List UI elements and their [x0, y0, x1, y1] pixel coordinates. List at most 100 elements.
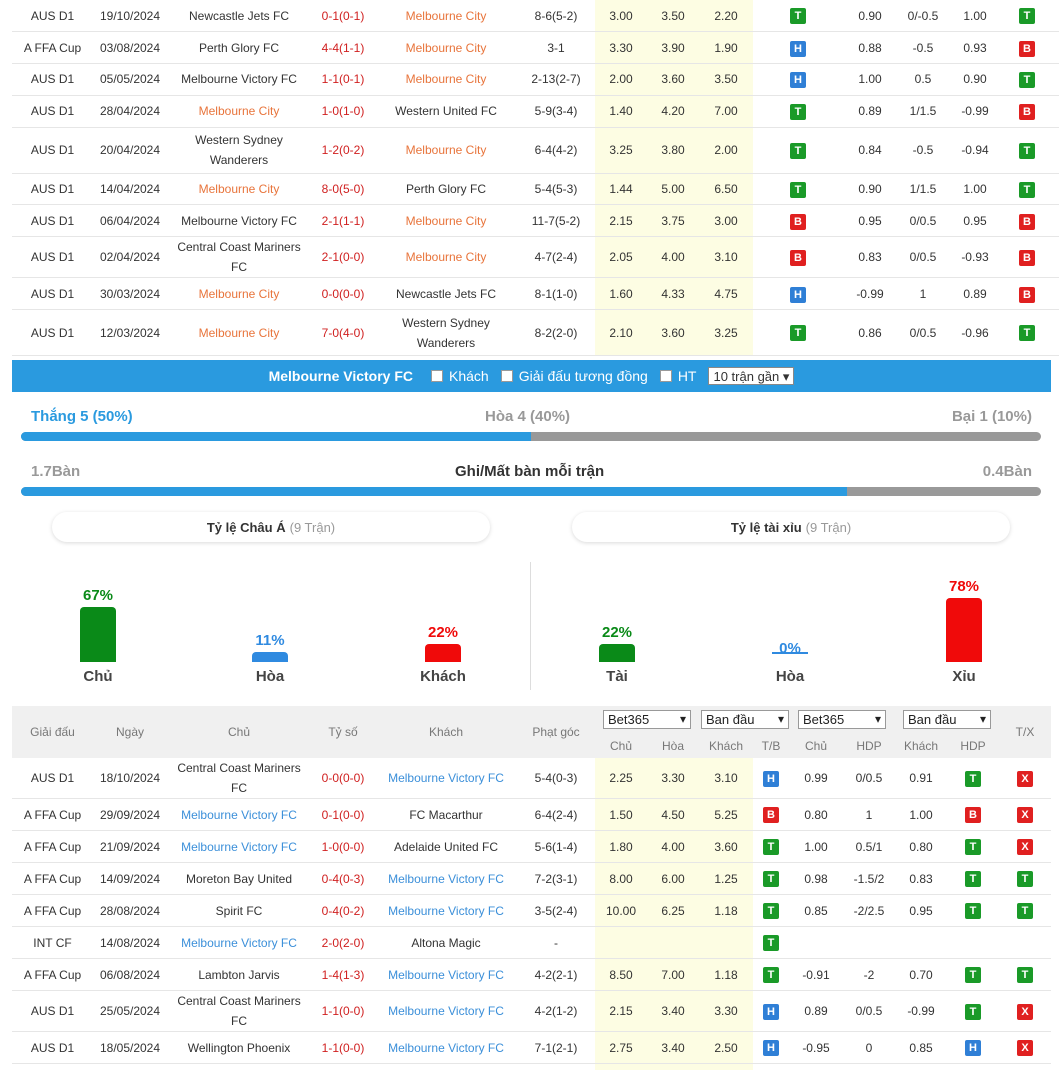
- table-row[interactable]: AUS D1 18/05/2024 Wellington Phoenix 1-1(0-…: [12, 1031, 1051, 1064]
- odds-draw: 5.00: [647, 173, 699, 206]
- odds-home: 2.75: [595, 1031, 647, 1064]
- home-team[interactable]: Central Coast Mariners FC: [167, 758, 311, 799]
- away-team[interactable]: Melbourne City: [375, 0, 517, 33]
- home-team[interactable]: Melbourne Victory FC: [167, 1063, 311, 1070]
- away-team[interactable]: Melbourne Victory FC: [375, 758, 517, 799]
- home-team[interactable]: Wellington Phoenix: [167, 1031, 311, 1064]
- away-team[interactable]: Western Sydney Wanderers: [375, 309, 517, 357]
- home-team[interactable]: Spirit FC: [167, 894, 311, 927]
- table-row[interactable]: AUS D1 20/04/2024 Western Sydney Wanderers…: [12, 127, 1059, 174]
- hdp-line: 0/0.5: [843, 990, 895, 1032]
- table-row[interactable]: A FFA Cup 29/09/2024 Melbourne Victory FC 0…: [12, 798, 1051, 831]
- away-team[interactable]: Melbourne City: [375, 127, 517, 174]
- home-team[interactable]: Newcastle Jets FC: [167, 0, 311, 33]
- home-team[interactable]: Melbourne Victory FC: [167, 926, 311, 959]
- recent-matches-select[interactable]: 10 trận gần ▾: [708, 367, 795, 385]
- table-row[interactable]: AUS D1 19/10/2024 Newcastle Jets FC 0-1(0-1…: [12, 0, 1059, 33]
- result-tb-cell: T: [753, 0, 843, 33]
- table-row[interactable]: AUS D1 12/03/2024 Melbourne City 7-0(4-0) We…: [12, 309, 1059, 357]
- league-cell: AUS D1: [12, 1031, 93, 1064]
- bookmaker-select-2[interactable]: Bet365: [798, 709, 886, 729]
- hdp-away: 1.00: [949, 0, 1001, 33]
- home-team[interactable]: Central Coast Mariners FC: [167, 990, 311, 1032]
- corner-cell: 11-7(5-2): [517, 204, 595, 238]
- away-team[interactable]: Western United FC: [375, 95, 517, 128]
- result-tb-cell: H: [753, 63, 843, 96]
- odds-home: 1.73: [595, 1063, 647, 1070]
- recent-matches-select-label: 10 trận gần: [713, 369, 780, 384]
- result-hdp-badge: T: [965, 967, 981, 984]
- away-team[interactable]: Melbourne Victory FC: [375, 1031, 517, 1064]
- ou_panel-bar: [772, 652, 808, 654]
- odds-type-select-1[interactable]: Ban đầu: [701, 709, 789, 729]
- table-row[interactable]: A FFA Cup 06/08/2024 Lambton Jarvis 1-4(1-3…: [12, 958, 1051, 991]
- away-team[interactable]: Altona Magic: [375, 926, 517, 959]
- table-row[interactable]: AUS D1 02/04/2024 Central Coast Mariners F…: [12, 236, 1059, 279]
- home-team[interactable]: Melbourne Victory FC: [167, 830, 311, 863]
- table-row[interactable]: A FFA Cup 21/09/2024 Melbourne Victory FC 1…: [12, 830, 1051, 863]
- score-cell: 0-0(0-0): [311, 758, 375, 799]
- table-row[interactable]: AUS D1 18/10/2024 Central Coast Mariners F…: [12, 758, 1051, 799]
- league-cell: AUS D1: [12, 990, 93, 1032]
- table-row[interactable]: AUS D1 05/05/2024 Melbourne Victory FC 1-1(…: [12, 63, 1059, 96]
- corner-cell: 5-4(5-3): [517, 173, 595, 206]
- home-team[interactable]: Melbourne City: [167, 95, 311, 128]
- table-row[interactable]: A FFA Cup 14/09/2024 Moreton Bay United 0-4…: [12, 862, 1051, 895]
- table-row[interactable]: AUS D1 06/04/2024 Melbourne Victory FC 2-1(…: [12, 204, 1059, 238]
- corner-cell: -: [517, 926, 595, 959]
- league-cell: AUS D1: [12, 95, 93, 128]
- table-row[interactable]: A FFA Cup 03/08/2024 Perth Glory FC 4-4(1-1…: [12, 31, 1059, 65]
- away-team[interactable]: Perth Glory FC: [375, 173, 517, 206]
- asian-handicap-tab[interactable]: Tỷ lệ Châu Á (9 Trận): [52, 512, 490, 542]
- bookmaker-select-1[interactable]: Bet365: [603, 709, 691, 729]
- away-team[interactable]: Melbourne City: [375, 63, 517, 96]
- home-team[interactable]: Melbourne Victory FC: [167, 798, 311, 831]
- home-team[interactable]: Melbourne Victory FC: [167, 63, 311, 96]
- ht-checkbox[interactable]: [659, 370, 672, 382]
- home-team[interactable]: Melbourne City: [167, 309, 311, 357]
- result-tx-cell: H: [1053, 236, 1059, 279]
- home-team[interactable]: Lambton Jarvis: [167, 958, 311, 991]
- away-checkbox[interactable]: [431, 370, 444, 382]
- away-team[interactable]: Newcastle Jets FC: [375, 277, 517, 311]
- away-team[interactable]: Adelaide United FC: [375, 830, 517, 863]
- same-league-checkbox[interactable]: [500, 370, 513, 382]
- away-team[interactable]: Wellington Phoenix: [375, 1063, 517, 1070]
- away-team[interactable]: Melbourne City: [375, 31, 517, 65]
- away-team[interactable]: Melbourne Victory FC: [375, 894, 517, 927]
- goals-for: 1.7Bàn: [31, 463, 81, 480]
- over-under-tab[interactable]: Tỷ lệ tài xỉu (9 Trận): [572, 512, 1010, 542]
- away-team[interactable]: Melbourne Victory FC: [375, 990, 517, 1032]
- table-row[interactable]: AUS D1 14/04/2024 Melbourne City 8-0(5-0) Pe…: [12, 173, 1059, 206]
- home-team[interactable]: Melbourne City: [167, 173, 311, 206]
- table-row[interactable]: INT CF 14/08/2024 Melbourne Victory FC 2-0(…: [12, 926, 1051, 959]
- odds-away: 5.25: [699, 798, 753, 831]
- table-row[interactable]: AUS D1 30/03/2024 Melbourne City 0-0(0-0) Ne…: [12, 277, 1059, 311]
- result-hdp-badge: T: [965, 871, 981, 888]
- result-hdp-cell: [947, 926, 999, 959]
- hdr-sub-away2: Khách: [903, 738, 939, 753]
- odds-type-select-2[interactable]: Ban đầu: [903, 709, 991, 729]
- hdp-line: 1/1.5: [897, 173, 949, 206]
- result-tb-cell: T: [753, 862, 789, 895]
- away-team[interactable]: Melbourne City: [375, 204, 517, 238]
- home-team[interactable]: Western Sydney Wanderers: [167, 127, 311, 174]
- home-team[interactable]: Moreton Bay United: [167, 862, 311, 895]
- table-row[interactable]: AUS D1 28/04/2024 Melbourne City 1-0(1-0) We…: [12, 95, 1059, 128]
- away-team[interactable]: Melbourne City: [375, 236, 517, 279]
- home-team[interactable]: Perth Glory FC: [167, 31, 311, 65]
- hdr-sub-draw: Hòa: [661, 738, 684, 753]
- filter-bar: Melbourne Victory FC Khách Giải đấu tươn…: [12, 360, 1051, 392]
- hdp-line: 1/1.5: [897, 95, 949, 128]
- away-team[interactable]: Melbourne Victory FC: [375, 958, 517, 991]
- away-team[interactable]: Melbourne Victory FC: [375, 862, 517, 895]
- home-team[interactable]: Melbourne Victory FC: [167, 204, 311, 238]
- result-tb-badge: T: [790, 181, 806, 198]
- away-team[interactable]: FC Macarthur: [375, 798, 517, 831]
- home-team[interactable]: Melbourne City: [167, 277, 311, 311]
- table-row[interactable]: A FFA Cup 28/08/2024 Spirit FC 0-4(0-2) Melb…: [12, 894, 1051, 927]
- home-team[interactable]: Central Coast Mariners FC: [167, 236, 311, 279]
- score-cell: 2-1(1-1): [311, 204, 375, 238]
- table-row[interactable]: AUS D1 25/05/2024 Central Coast Mariners F…: [12, 990, 1051, 1032]
